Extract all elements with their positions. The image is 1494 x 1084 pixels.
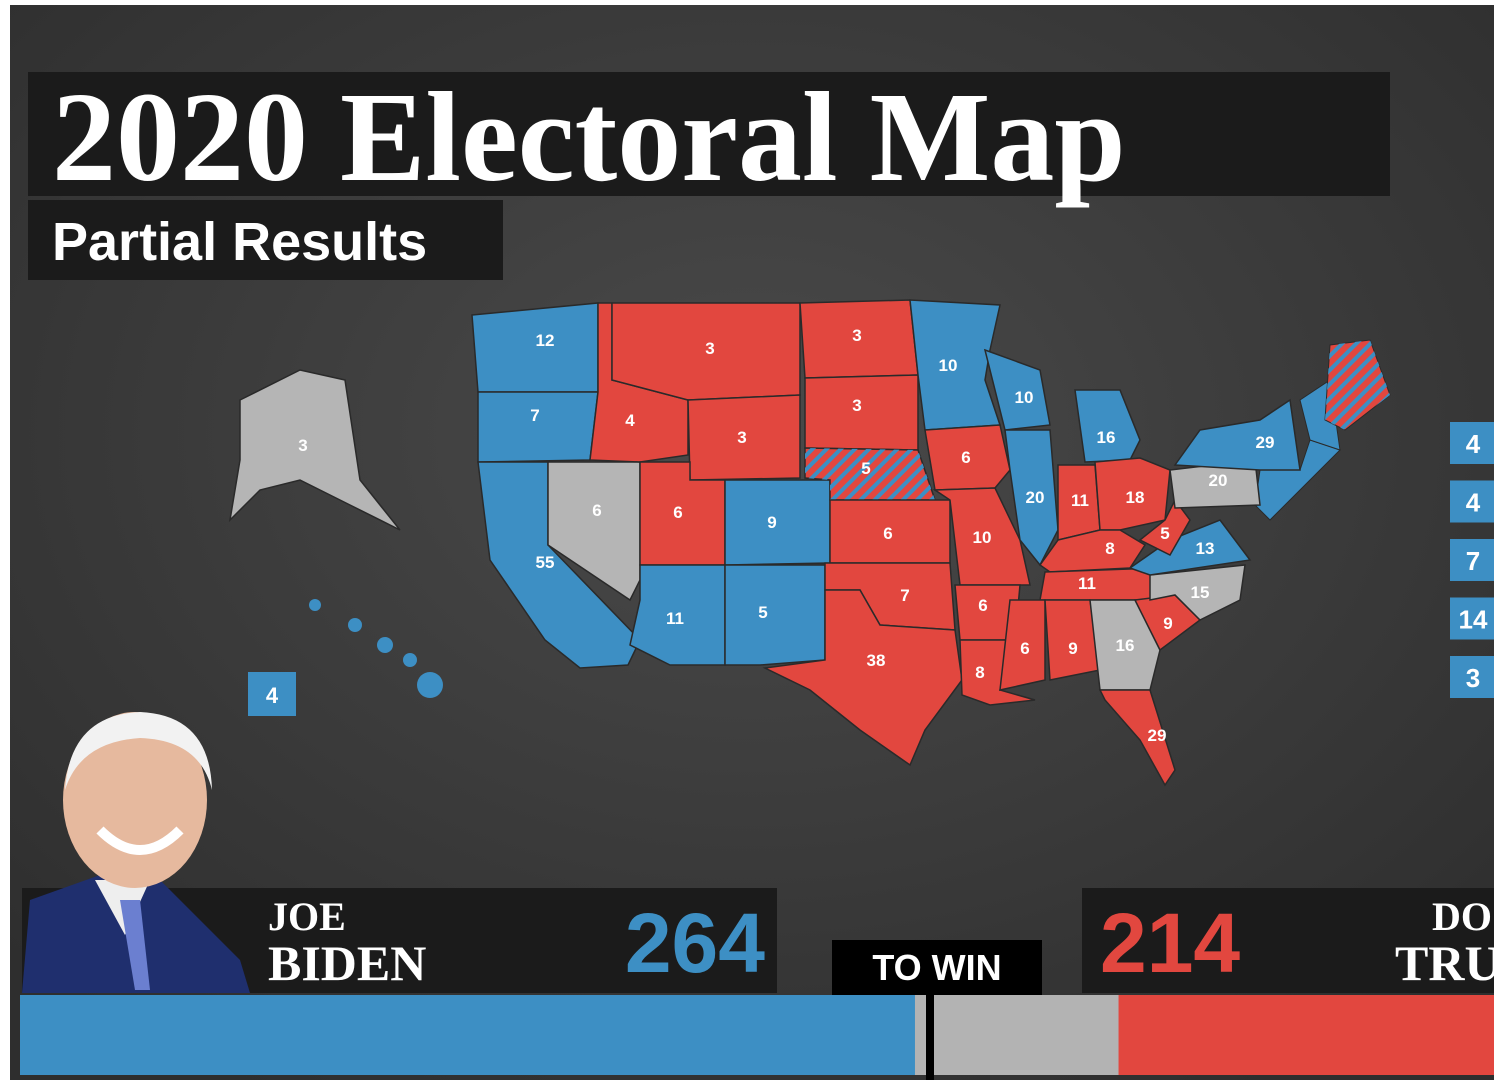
state-votes: 16 [1116, 636, 1135, 655]
state [478, 392, 598, 462]
state-votes: 10 [939, 356, 958, 375]
state-votes: 3 [852, 396, 861, 415]
state-votes: 29 [1256, 433, 1275, 452]
hawaii-island [309, 599, 321, 611]
hawaii-votes: 4 [266, 683, 279, 708]
state-votes: 20 [1026, 488, 1045, 507]
to-win: TO WIN [872, 947, 1001, 988]
state-votes: 38 [867, 651, 886, 670]
state-votes: 5 [758, 603, 767, 622]
state-votes: 6 [883, 524, 892, 543]
state-votes: 8 [1105, 539, 1114, 558]
state-votes: 6 [978, 596, 987, 615]
state-votes: 29 [1148, 726, 1167, 745]
state-votes: 6 [1020, 639, 1029, 658]
state-votes: 8 [975, 663, 984, 682]
state-votes: 4 [625, 411, 635, 430]
state-votes: 5 [861, 459, 870, 478]
side-boxes: 4 4 7 14 3 [1450, 422, 1494, 698]
state-votes: 5 [1160, 524, 1169, 543]
state-votes: 16 [1097, 428, 1116, 447]
state-votes: 20 [1209, 471, 1228, 490]
state-votes: 55 [536, 553, 555, 572]
state-votes: 3 [705, 339, 714, 358]
state-votes: 3 [737, 428, 746, 447]
state-votes: 15 [1191, 583, 1210, 602]
right-last-name: TRU [1395, 935, 1494, 991]
broadcast-screen: 2020 Electoral Map Partial Results 12755… [0, 0, 1494, 1084]
screen: 2020 Electoral Map Partial Results 12755… [10, 5, 1494, 1080]
state-votes: 3 [298, 436, 307, 455]
state-votes: 13 [1196, 539, 1215, 558]
state [725, 565, 825, 665]
left-votes: 264 [625, 896, 765, 990]
state-votes: 12 [536, 331, 555, 350]
hawaii-island [417, 672, 443, 698]
state-votes: 11 [666, 609, 684, 628]
right-votes: 214 [1100, 896, 1240, 990]
state-votes: 6 [673, 503, 682, 522]
subtitle: Partial Results [52, 212, 427, 272]
side-box-votes: 4 [1466, 429, 1481, 459]
state-votes: 10 [1015, 388, 1034, 407]
state-votes: 11 [1078, 574, 1096, 593]
side-box-votes: 14 [1459, 605, 1488, 635]
title: 2020 Electoral Map [52, 66, 1126, 208]
state-votes: 9 [1068, 639, 1077, 658]
state-votes: 11 [1071, 491, 1089, 510]
left-last-name: BIDEN [268, 935, 426, 991]
state-votes: 7 [530, 406, 539, 425]
state-votes: 6 [961, 448, 970, 467]
side-box-votes: 3 [1466, 663, 1480, 693]
hawaii-island [348, 618, 362, 632]
state-votes: 9 [767, 513, 776, 532]
right-bar [1119, 995, 1494, 1075]
state [725, 480, 830, 565]
left-first-name: JOE [268, 894, 346, 939]
vote-bar [20, 995, 1494, 1075]
state-votes: 9 [1163, 614, 1172, 633]
state-votes: 6 [592, 501, 601, 520]
win-line [926, 990, 934, 1080]
left-bar [20, 995, 915, 1075]
side-box-votes: 7 [1466, 546, 1480, 576]
state-votes: 18 [1126, 488, 1145, 507]
right-first-name: DO [1432, 894, 1492, 939]
hawaii-island [403, 653, 417, 667]
state-votes: 3 [852, 326, 861, 345]
side-box-votes: 4 [1466, 488, 1481, 518]
state-votes: 7 [900, 586, 909, 605]
hawaii-island [377, 637, 393, 653]
state-votes: 10 [973, 528, 992, 547]
